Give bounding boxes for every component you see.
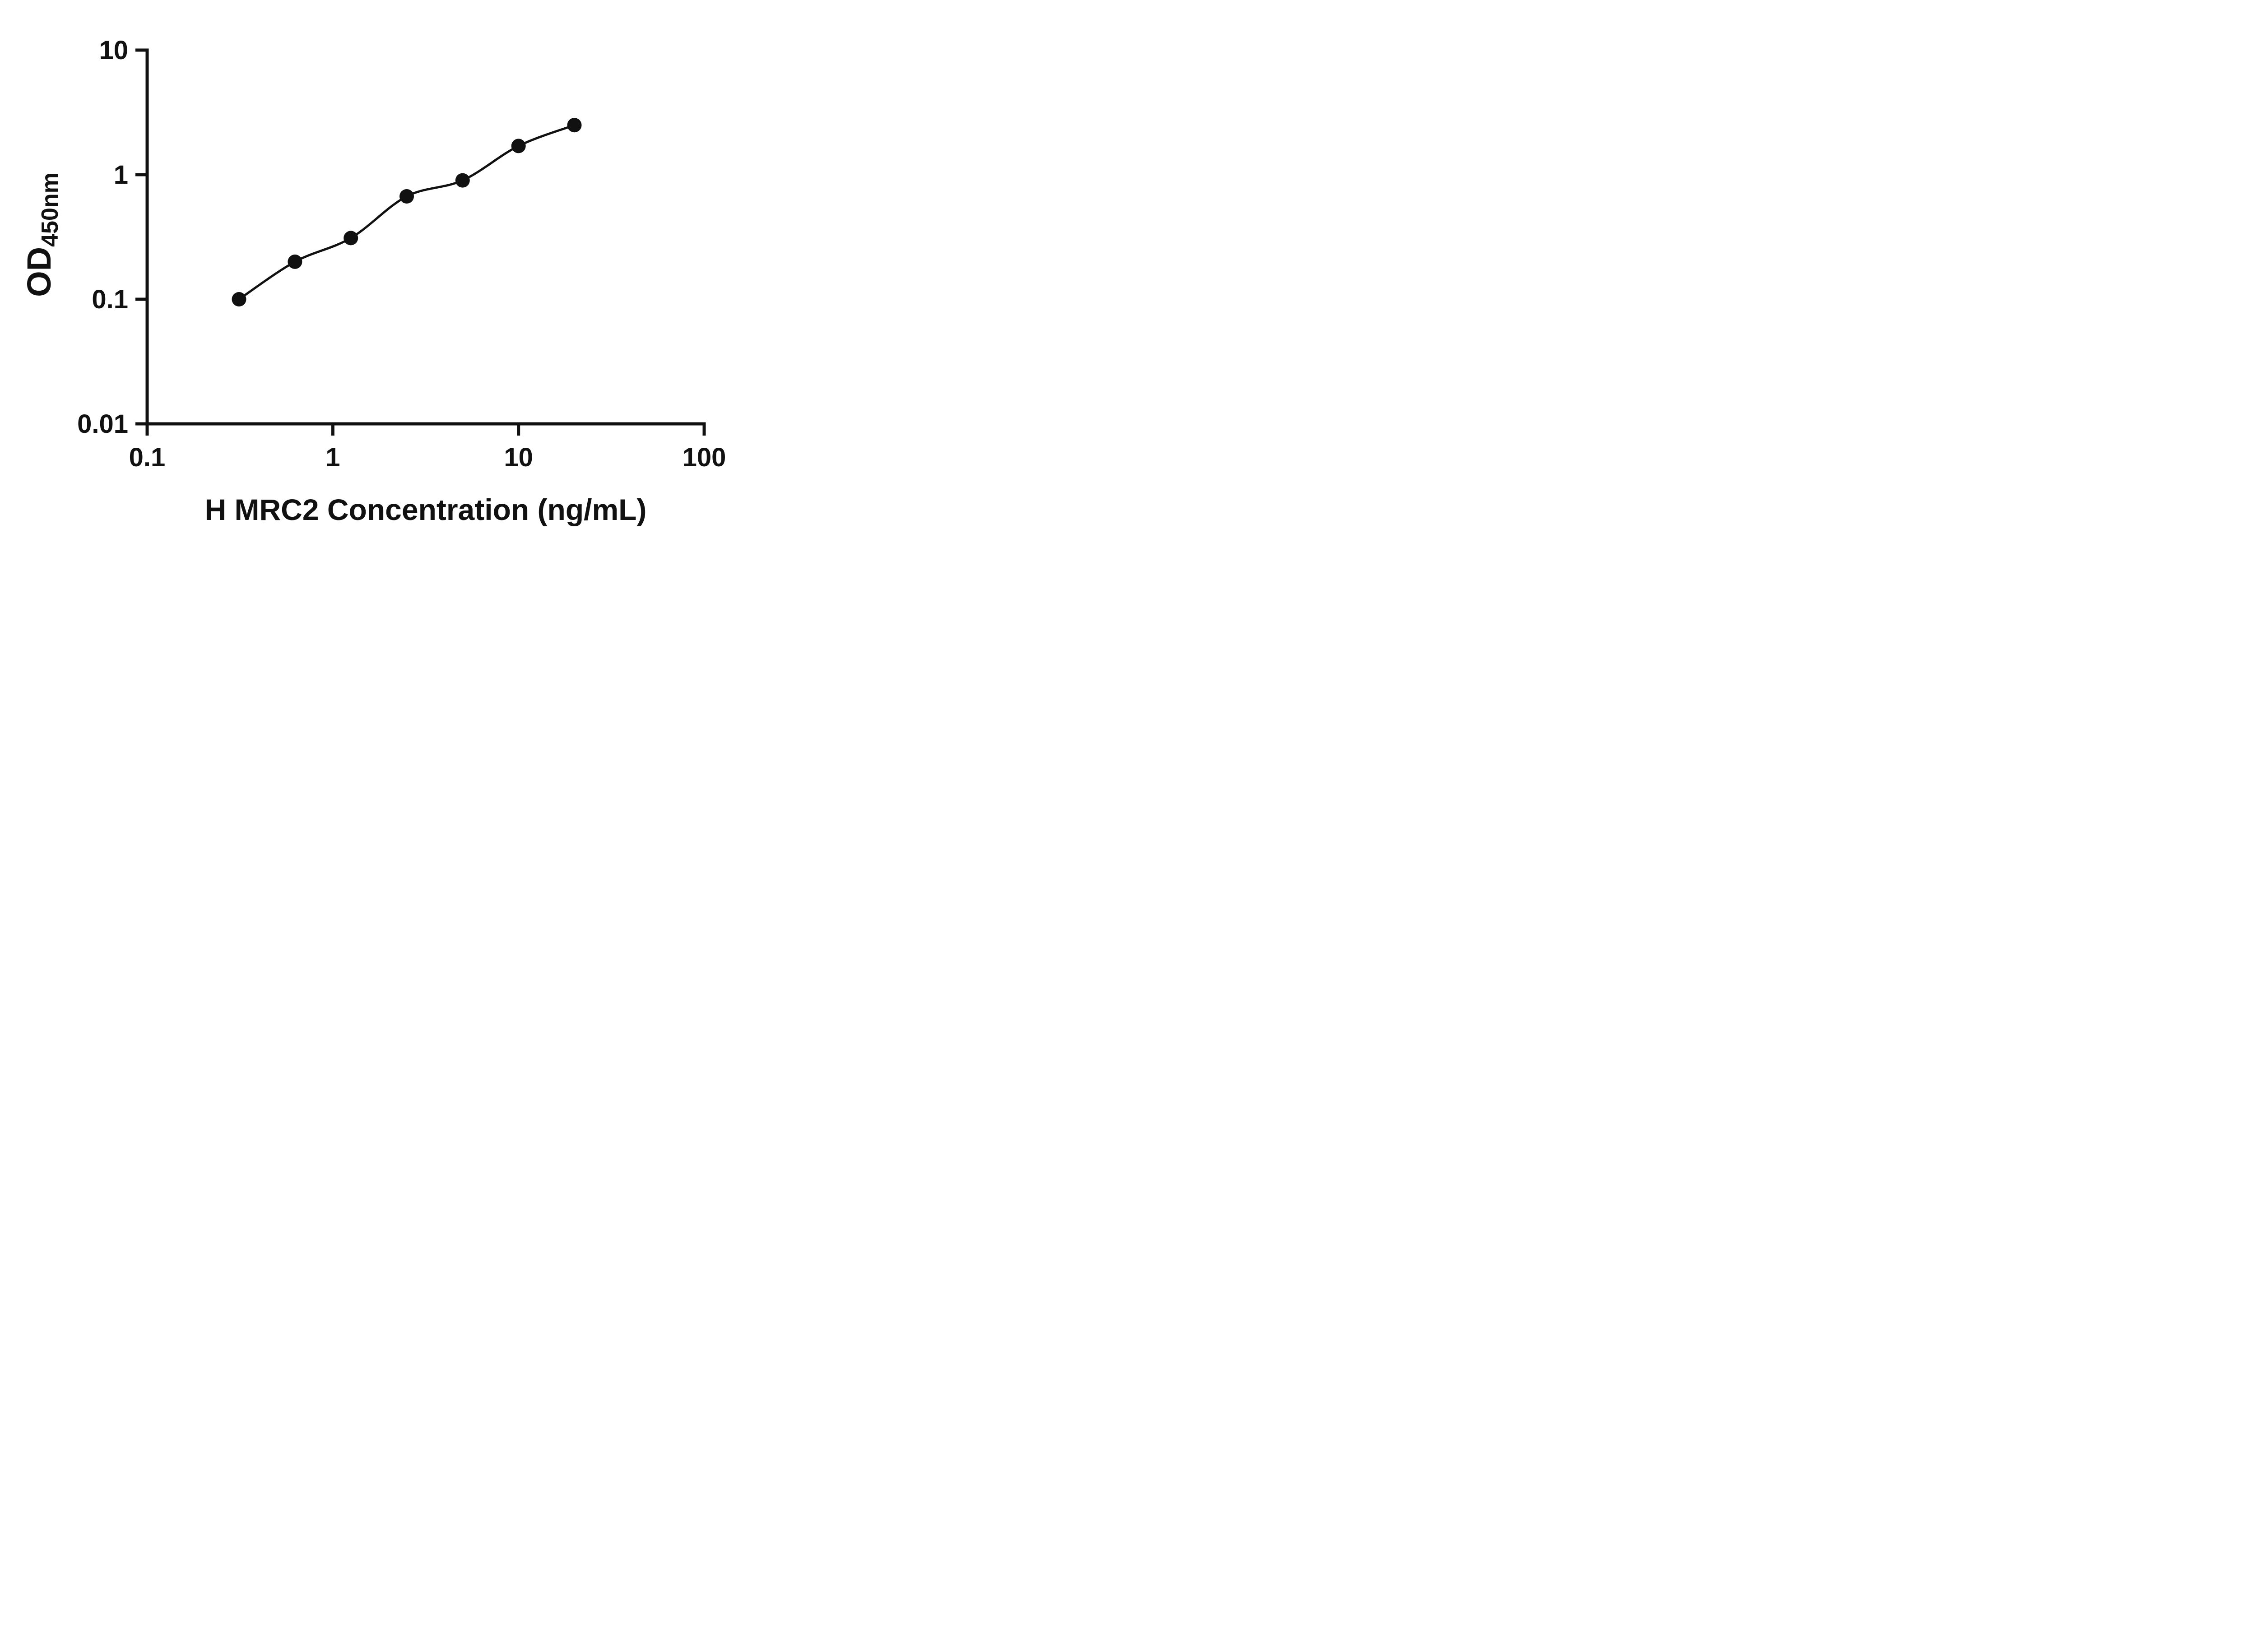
data-point	[399, 189, 414, 204]
y-tick-label: 0.1	[92, 285, 128, 314]
y-tick-label: 10	[99, 36, 128, 65]
axes-frame	[145, 48, 706, 426]
y-axis-title: OD450nm	[20, 172, 63, 297]
data-point	[344, 231, 358, 246]
y-axis-title-main: OD	[20, 247, 58, 297]
data-point	[567, 118, 582, 133]
data-point	[455, 173, 470, 188]
y-tick-label: 0.01	[77, 409, 128, 439]
data-point	[288, 254, 302, 269]
x-axis-title: H MRC2 Concentration (ng/mL)	[205, 493, 647, 526]
chart-page: 0.1 1 10 100 0.01 0.1 1 10 H MRC2 Concentration…	[0, 0, 772, 551]
y-axis-title-subscript: 450nm	[37, 172, 63, 247]
x-tick-label: 10	[504, 443, 533, 472]
fit-curve	[238, 124, 575, 301]
data-point	[511, 139, 526, 153]
data-point	[232, 292, 246, 306]
y-tick-label: 1	[114, 160, 128, 190]
x-tick-label: 100	[683, 443, 726, 472]
x-tick-label: 1	[325, 443, 340, 472]
x-tick-label: 0.1	[129, 443, 166, 472]
